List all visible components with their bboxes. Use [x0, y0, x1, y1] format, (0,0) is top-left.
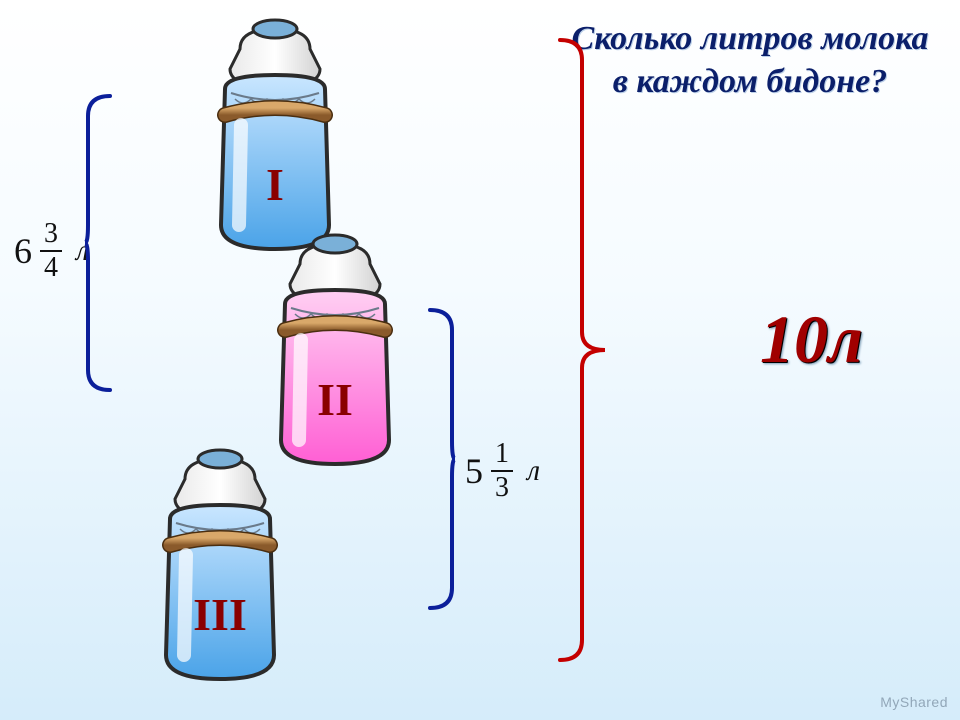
milk-can: III	[166, 450, 274, 679]
brace	[560, 40, 605, 660]
can-label: I	[266, 159, 284, 210]
can-label: II	[317, 374, 353, 425]
can-label: III	[193, 589, 247, 640]
brace	[430, 310, 455, 608]
brace	[85, 96, 110, 390]
milk-can: II	[281, 235, 389, 464]
milk-can: I	[221, 20, 329, 249]
figure-layer: IIIIII	[0, 0, 960, 720]
